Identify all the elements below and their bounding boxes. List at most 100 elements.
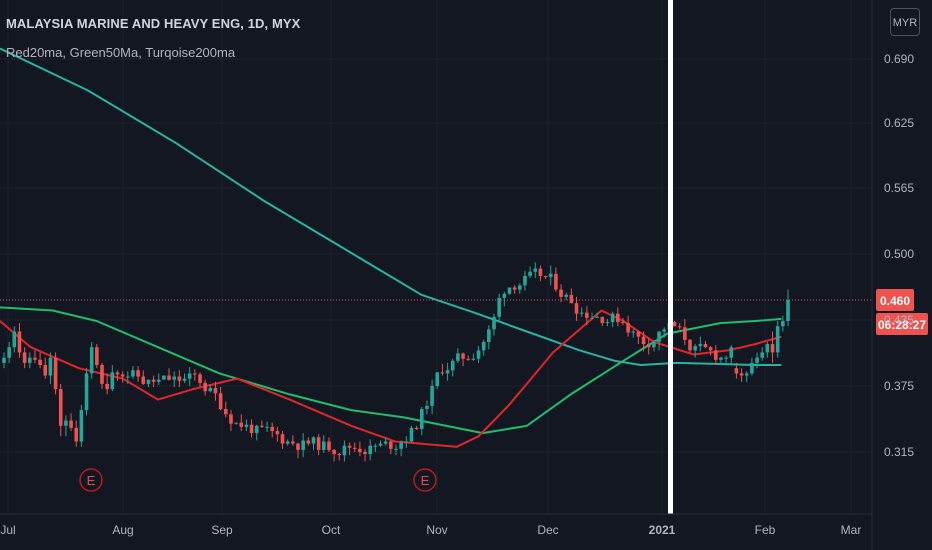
candle-body [100,365,104,384]
candle-body [368,445,373,455]
time-axis[interactable]: Jul Aug Sep Oct Nov Dec 2021 Feb Mar [0,513,872,537]
candle-body [110,372,115,390]
candle-body [58,389,63,426]
candle-body [239,422,244,427]
ma20-line [0,309,782,448]
candle-body [626,323,630,333]
candle-body [22,352,27,363]
x-tick-label: Dec [537,523,558,537]
candle-body [311,437,316,444]
candle-body [430,385,434,406]
x-tick-label: Nov [426,523,447,537]
candle-body [528,271,532,276]
candle-body [404,441,409,443]
candle-body [548,273,553,277]
y-tick-label: 0.375 [884,379,914,393]
candle-body [136,370,140,377]
candle-body [615,313,620,323]
candle-body [7,347,11,358]
candle-body [399,442,403,449]
x-tick-label: Jul [0,523,15,537]
candle-body [471,358,476,360]
candle-body [115,372,120,375]
last-price-badge [876,289,914,312]
candle-body [208,388,213,392]
candle-body [713,350,718,360]
candle-body [141,376,146,384]
chart-overlay: 0.460 06:28:27 E E [0,0,928,514]
candle-body [481,341,486,351]
y-tick-label: 0.315 [884,445,914,459]
candle-body [321,441,326,450]
candle-body [719,357,723,360]
x-tick-label: 2021 [649,523,676,537]
candle-body [79,410,84,442]
candle-body [502,293,507,298]
candle-body [12,331,17,348]
y-tick-label: 0.625 [884,116,914,130]
candle-body [84,373,89,411]
candle-body [306,440,311,444]
candle-body [172,376,177,380]
candle-body [270,426,275,432]
earnings-marker-icon[interactable] [79,468,103,492]
candle-body [559,289,563,297]
candle-body [389,441,393,449]
crosshair-vertical-line[interactable] [668,0,673,514]
candle-body [53,357,58,390]
candle-body [440,372,445,374]
earnings-marker-label: E [421,473,430,488]
candle-body [125,376,130,378]
candle-body [425,405,429,410]
currency-button[interactable]: MYR [890,8,920,36]
candle-body [249,424,254,434]
candle-body [574,303,579,314]
candle-body [187,373,192,379]
candle-body [363,452,367,455]
candle-body [724,357,728,359]
candle-body [543,275,548,277]
candle-body [285,441,290,444]
candle-body [698,344,703,347]
price-axis[interactable]: 0.690 0.625 0.565 0.500 0.435 0.375 0.315 [871,0,914,550]
candle-body [383,441,388,444]
candle-body [523,275,527,286]
candle-body [316,437,321,450]
candle-body [775,326,780,353]
candle-body [569,294,574,304]
indicator-legend[interactable]: Red20ma, Green50Ma, Turqoise200ma [6,45,236,60]
y-tick-label: 0.565 [884,181,914,195]
candle-body [203,382,207,392]
candle-body [229,414,233,424]
candle-body [69,420,73,428]
candle-body [260,425,264,427]
candle-body [708,347,713,351]
candle-body [244,424,249,427]
x-tick-label: Feb [755,523,776,537]
earnings-marker-icon[interactable] [413,468,437,492]
candle-body [198,374,202,383]
candle-body [693,346,697,351]
candle-body [662,329,667,332]
last-price-label: 0.460 [880,294,910,308]
x-tick-label: Aug [112,523,133,537]
candle-body [631,331,636,333]
candle-body [476,350,481,359]
candle-body [641,336,646,345]
candle-body [636,331,641,337]
candle-body [672,322,677,327]
candle-body [760,352,765,358]
candle-body [162,375,166,380]
candle-body [579,312,584,314]
candle-body [621,322,625,324]
candle-body [74,427,79,442]
candle-body [652,341,656,348]
candle-body [167,375,171,380]
candle-body [734,368,739,374]
candle-body [414,427,419,429]
candle-body [358,448,362,452]
candlestick-series [2,262,790,462]
candle-body [517,285,522,290]
candle-body [729,347,734,358]
